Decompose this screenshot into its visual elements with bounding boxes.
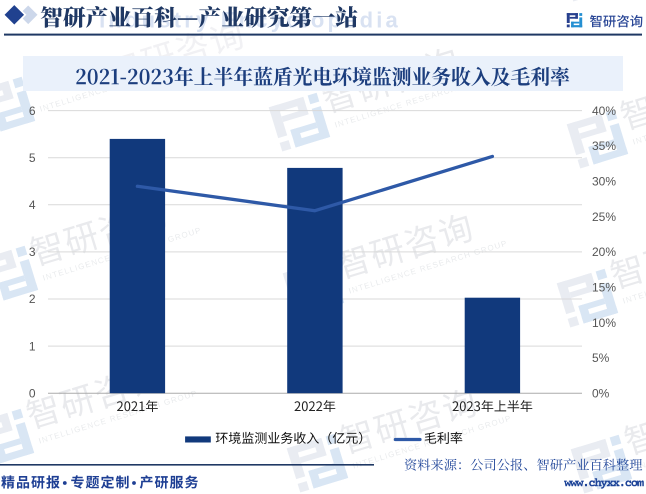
svg-text:3: 3: [29, 245, 36, 259]
svg-text:35%: 35%: [592, 139, 616, 153]
svg-text:4: 4: [29, 198, 36, 212]
svg-text:0: 0: [29, 386, 36, 400]
svg-text:2: 2: [29, 292, 36, 306]
svg-text:0%: 0%: [592, 386, 610, 400]
svg-text:5: 5: [29, 151, 36, 165]
svg-text:10%: 10%: [592, 316, 616, 330]
svg-text:1: 1: [29, 339, 36, 353]
svg-text:25%: 25%: [592, 210, 616, 224]
svg-text:6: 6: [29, 104, 36, 118]
svg-text:30%: 30%: [592, 174, 616, 188]
svg-text:20%: 20%: [592, 245, 616, 259]
svg-text:15%: 15%: [592, 280, 616, 294]
svg-text:40%: 40%: [592, 104, 616, 118]
svg-text:5%: 5%: [592, 351, 610, 365]
